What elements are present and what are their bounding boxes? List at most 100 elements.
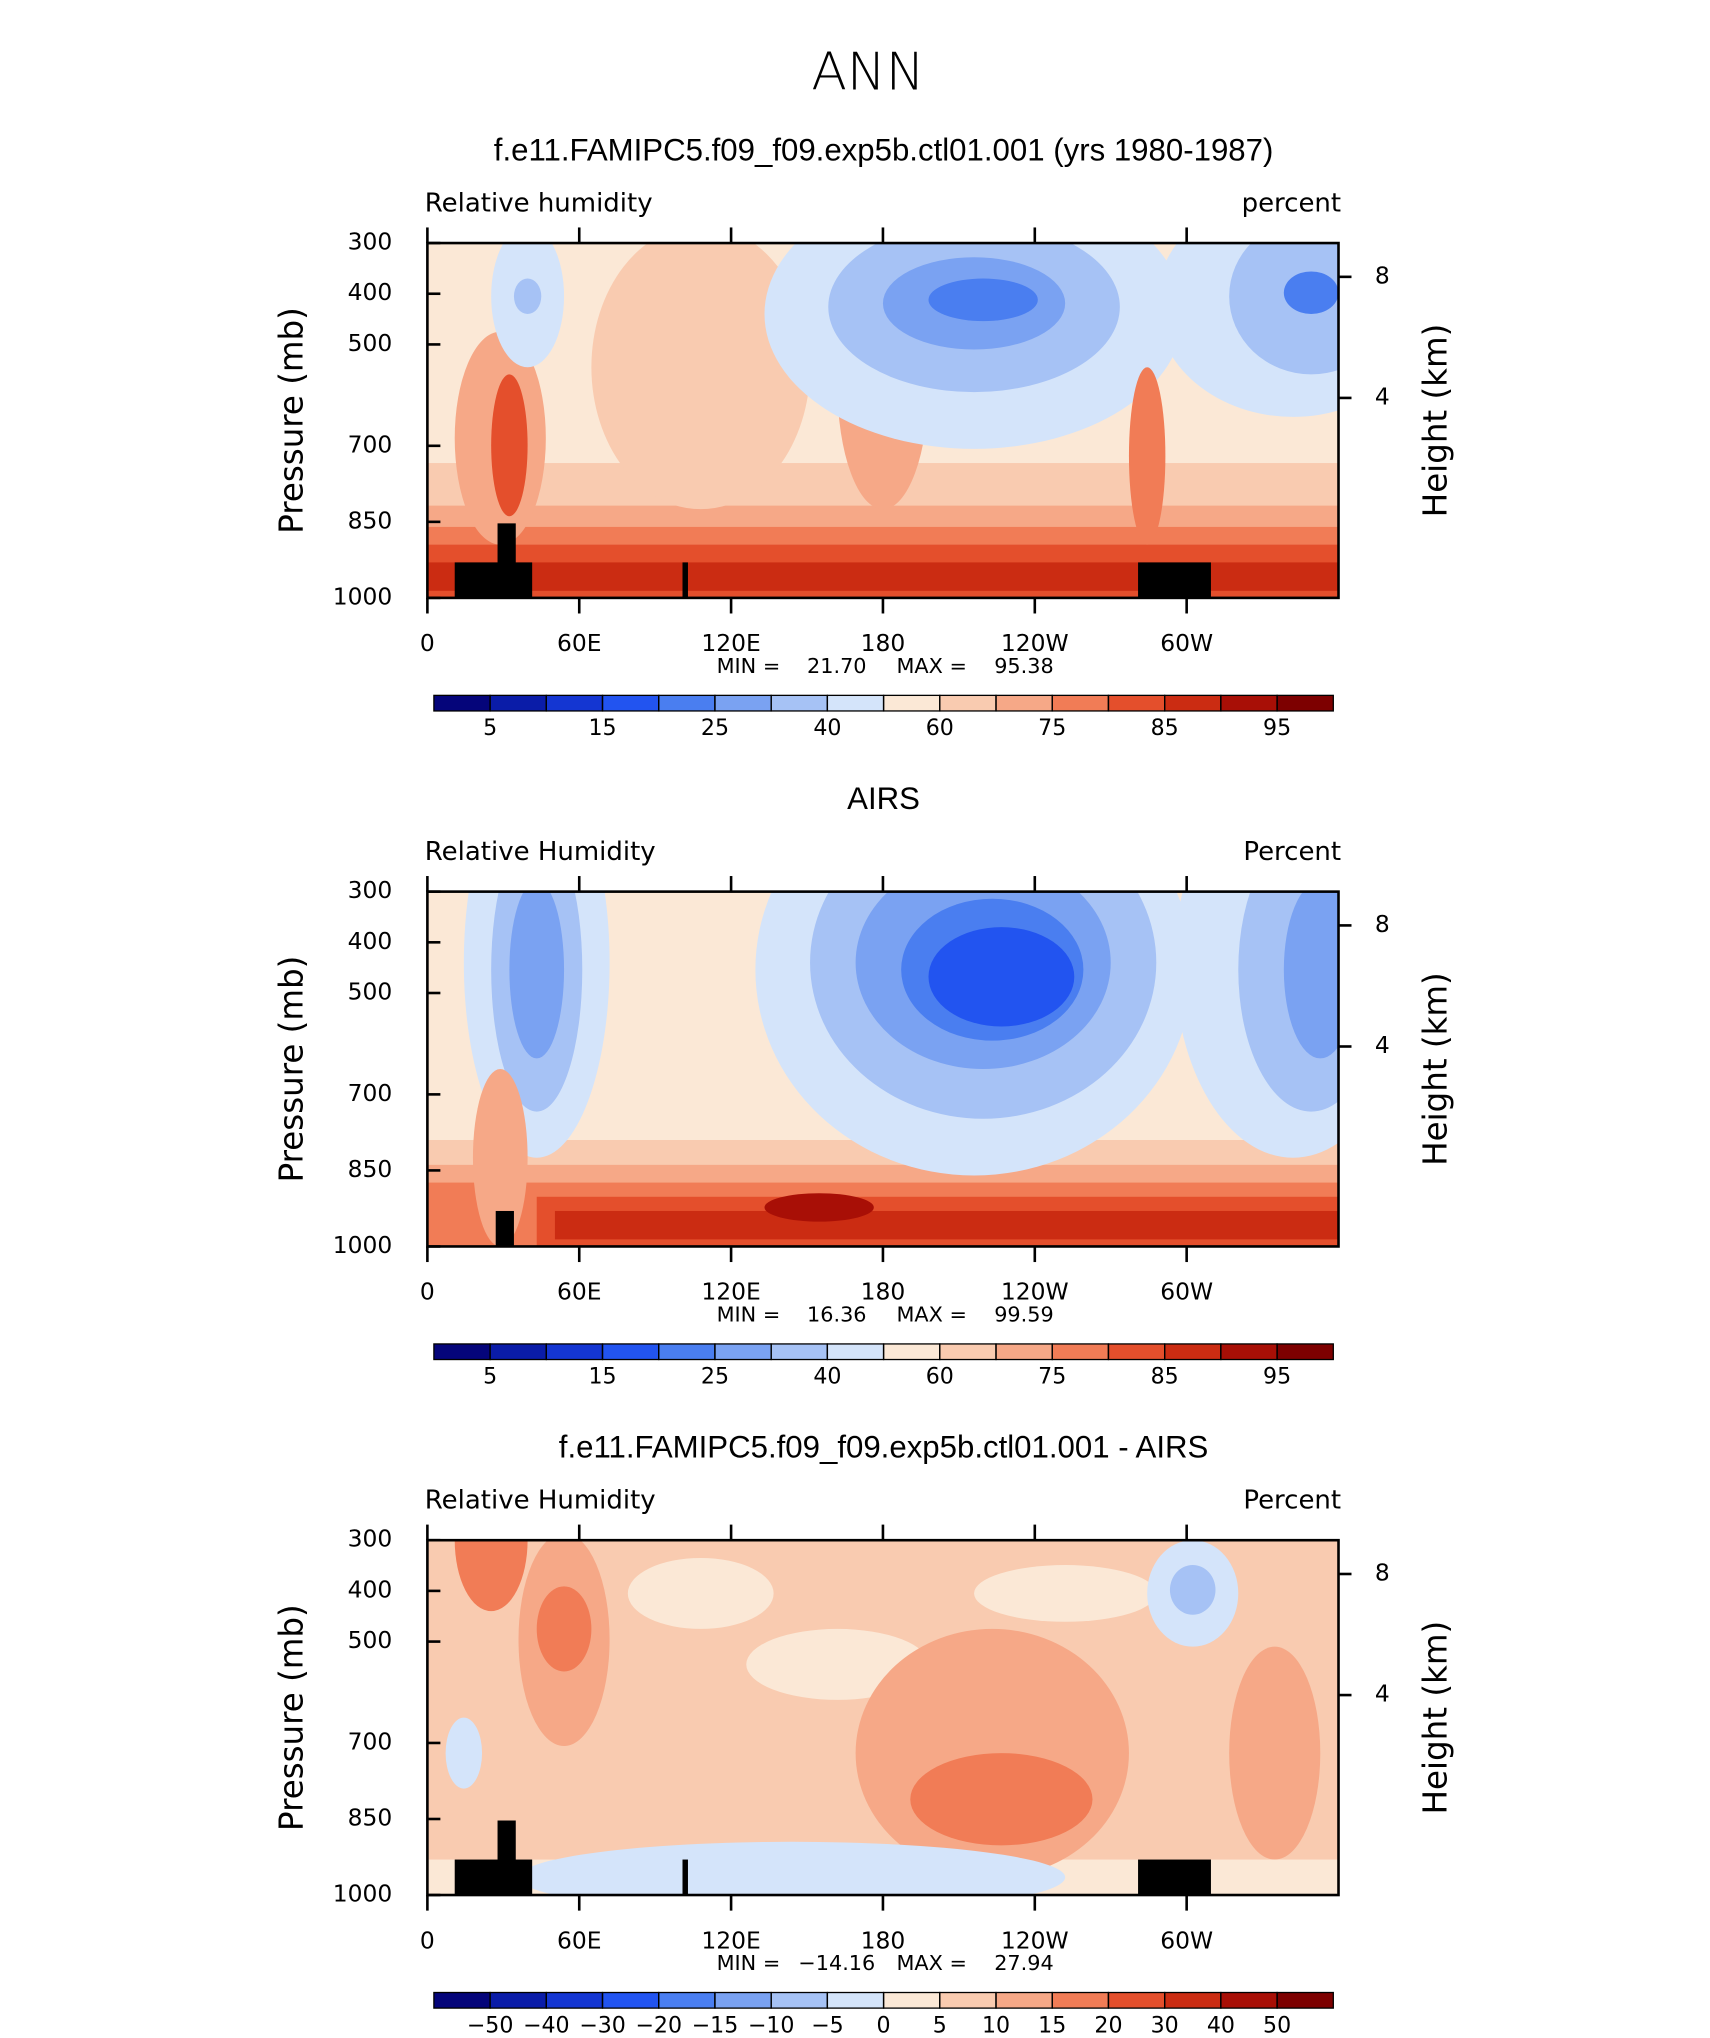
x-tick-label: 60E: [557, 1926, 602, 1954]
contour-region: [1128, 367, 1166, 545]
y-tick-label: 500: [348, 329, 393, 357]
colorbar-box: [826, 1343, 885, 1361]
x-tick-label: 60E: [557, 1278, 602, 1306]
max-value: 95.38: [994, 654, 1054, 678]
colorbar-label: 95: [1263, 1364, 1291, 1390]
contour-region: [445, 1717, 483, 1789]
x-tick-label: 120W: [1001, 1926, 1069, 1954]
contour-region: [974, 1565, 1157, 1622]
variable-label: Relative Humidity: [425, 1486, 656, 1516]
y2-tick-label: 4: [1375, 1031, 1390, 1059]
contour-region: [518, 1841, 1066, 1896]
contour-region: [509, 891, 565, 1059]
units-label: Percent: [1243, 837, 1341, 867]
colorbar-label: 10: [982, 2012, 1010, 2038]
y-tick-label: 1000: [333, 582, 393, 610]
y2-tick-label: 4: [1375, 382, 1390, 410]
max-text: MAX =: [896, 654, 966, 678]
min-text: MIN =: [717, 1951, 781, 1975]
x-tick-label: 0: [420, 1278, 435, 1306]
y-tick-label: 500: [348, 978, 393, 1006]
y-tick-label: 700: [348, 1727, 393, 1755]
y-tick-label: 1000: [333, 1880, 393, 1908]
colorbar-label: −40: [523, 2012, 570, 2038]
colorbar-label: 40: [813, 1364, 841, 1390]
colorbar-box: [489, 1991, 547, 2009]
x-tick-label: 60W: [1160, 629, 1213, 657]
x-tick-label: 0: [420, 629, 435, 657]
colorbar-box: [601, 1991, 660, 2009]
colorbar-box: [714, 694, 772, 712]
colorbar-label: 20: [1094, 2012, 1122, 2038]
colorbar-box: [545, 1343, 604, 1361]
colorbar-label: 75: [1038, 1364, 1066, 1390]
colorbar-box: [939, 1343, 997, 1361]
colorbar-box: [826, 1991, 885, 2009]
x-tick-label: 180: [861, 1278, 906, 1306]
y-tick-label: 850: [348, 506, 393, 534]
topography: [682, 1859, 688, 1896]
contour-region: [928, 927, 1075, 1027]
colorbar-label: 50: [1263, 2012, 1291, 2038]
y-tick-label: 400: [348, 927, 393, 955]
y2-tick-label: 4: [1375, 1680, 1390, 1708]
colorbar-label: 30: [1151, 2012, 1179, 2038]
panel-title: f.e11.FAMIPC5.f09_f09.exp5b.ctl01.001 (y…: [494, 132, 1274, 167]
colorbar-box: [714, 1991, 772, 2009]
x-tick-label: 120W: [1001, 1278, 1069, 1306]
x-tick-label: 60E: [557, 629, 602, 657]
colorbar-box: [658, 1343, 716, 1361]
y-axis-label: Pressure (mb): [273, 1604, 311, 1831]
variable-label: Relative humidity: [425, 189, 653, 219]
colorbar-label: 15: [588, 715, 616, 741]
y2-tick-label: 8: [1375, 1558, 1390, 1586]
colorbar-box: [545, 1991, 604, 2009]
min-text: MIN =: [717, 654, 781, 678]
x-tick-label: 180: [861, 1926, 906, 1954]
colorbar-box: [939, 694, 997, 712]
x-tick-label: 60W: [1160, 1278, 1213, 1306]
colorbar-label: 15: [588, 1364, 616, 1390]
x-tick-label: 60W: [1160, 1926, 1213, 1954]
colorbar-box: [601, 694, 660, 712]
contour-region: [764, 1193, 874, 1222]
colorbar-label: 60: [926, 1364, 954, 1390]
colorbar-box: [489, 1343, 547, 1361]
x-tick-label: 120W: [1001, 629, 1069, 657]
colorbar-label: 40: [813, 715, 841, 741]
contour-region: [554, 1210, 1339, 1240]
colorbar-box: [882, 1343, 941, 1361]
topography: [495, 1210, 514, 1247]
variable-label: Relative Humidity: [425, 837, 656, 867]
colorbar-box: [1220, 1343, 1278, 1361]
y-tick-label: 400: [348, 1575, 393, 1603]
colorbar-box: [1051, 694, 1110, 712]
colorbar-label: −10: [748, 2012, 795, 2038]
y-axis-label: Pressure (mb): [273, 307, 311, 534]
y-axis-label: Pressure (mb): [273, 956, 311, 1183]
colorbar-box: [882, 694, 941, 712]
contour-field: [427, 1540, 1339, 1896]
topography: [1138, 562, 1211, 598]
colorbar-box: [1107, 1991, 1166, 2009]
colorbar-box: [1164, 694, 1222, 712]
colorbar-label: 85: [1151, 715, 1179, 741]
colorbar-label: 95: [1263, 715, 1291, 741]
colorbar-box: [1164, 1991, 1222, 2009]
colorbar-label: 40: [1207, 2012, 1235, 2038]
colorbar-box: [995, 1991, 1053, 2009]
x-tick-label: 120E: [701, 629, 760, 657]
colorbar-label: 0: [877, 2012, 891, 2038]
contour-region: [472, 1069, 528, 1247]
colorbar-box: [489, 694, 547, 712]
colorbar-label: 75: [1038, 715, 1066, 741]
y-tick-label: 850: [348, 1803, 393, 1831]
y2-tick-label: 8: [1375, 261, 1390, 289]
colorbar-label: 5: [933, 2012, 947, 2038]
x-tick-label: 120E: [701, 1926, 760, 1954]
colorbar-box: [601, 1343, 660, 1361]
panel-title: AIRS: [847, 781, 920, 816]
colorbar-box: [1276, 1991, 1334, 2009]
y-tick-label: 400: [348, 278, 393, 306]
